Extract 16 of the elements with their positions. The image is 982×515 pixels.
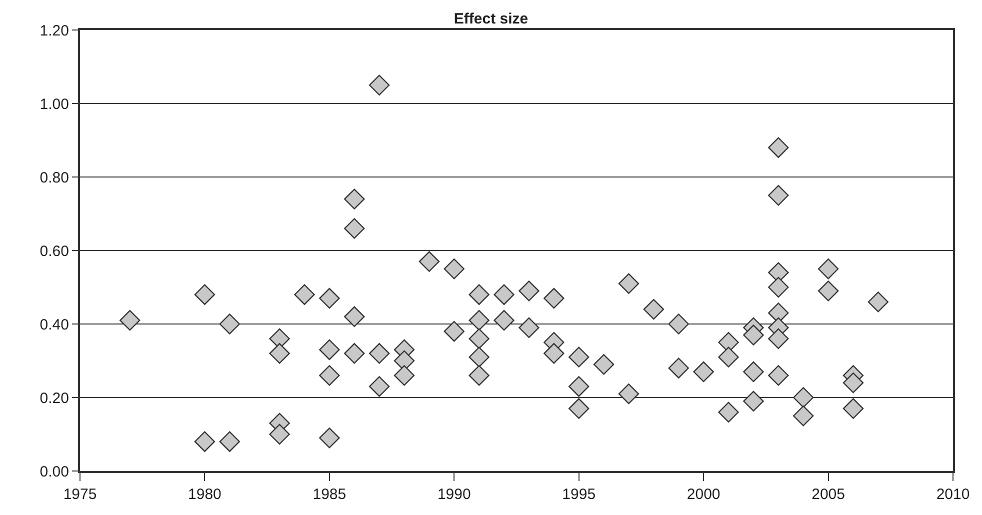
x-tick-label: 2000	[686, 486, 720, 503]
y-tick-label: 0.40	[40, 316, 69, 334]
chart-title: Effect size	[454, 10, 528, 28]
x-tick-label: 2010	[936, 486, 970, 503]
y-tick-label: 0.20	[40, 390, 69, 407]
y-tick-label: 1.00	[40, 96, 69, 113]
x-tick-label: 1985	[312, 486, 346, 503]
x-tick-label: 1975	[63, 486, 97, 503]
x-tick-label: 1995	[562, 486, 596, 503]
y-tick-label: 1.20	[40, 22, 69, 40]
x-tick-label: 1990	[437, 486, 471, 503]
x-tick-label: 1980	[188, 486, 222, 503]
y-tick-label: 0.60	[40, 242, 69, 260]
y-tick-label: 0.80	[40, 169, 69, 186]
y-tick-label: 0.00	[40, 463, 69, 480]
x-tick-label: 2005	[812, 486, 845, 503]
